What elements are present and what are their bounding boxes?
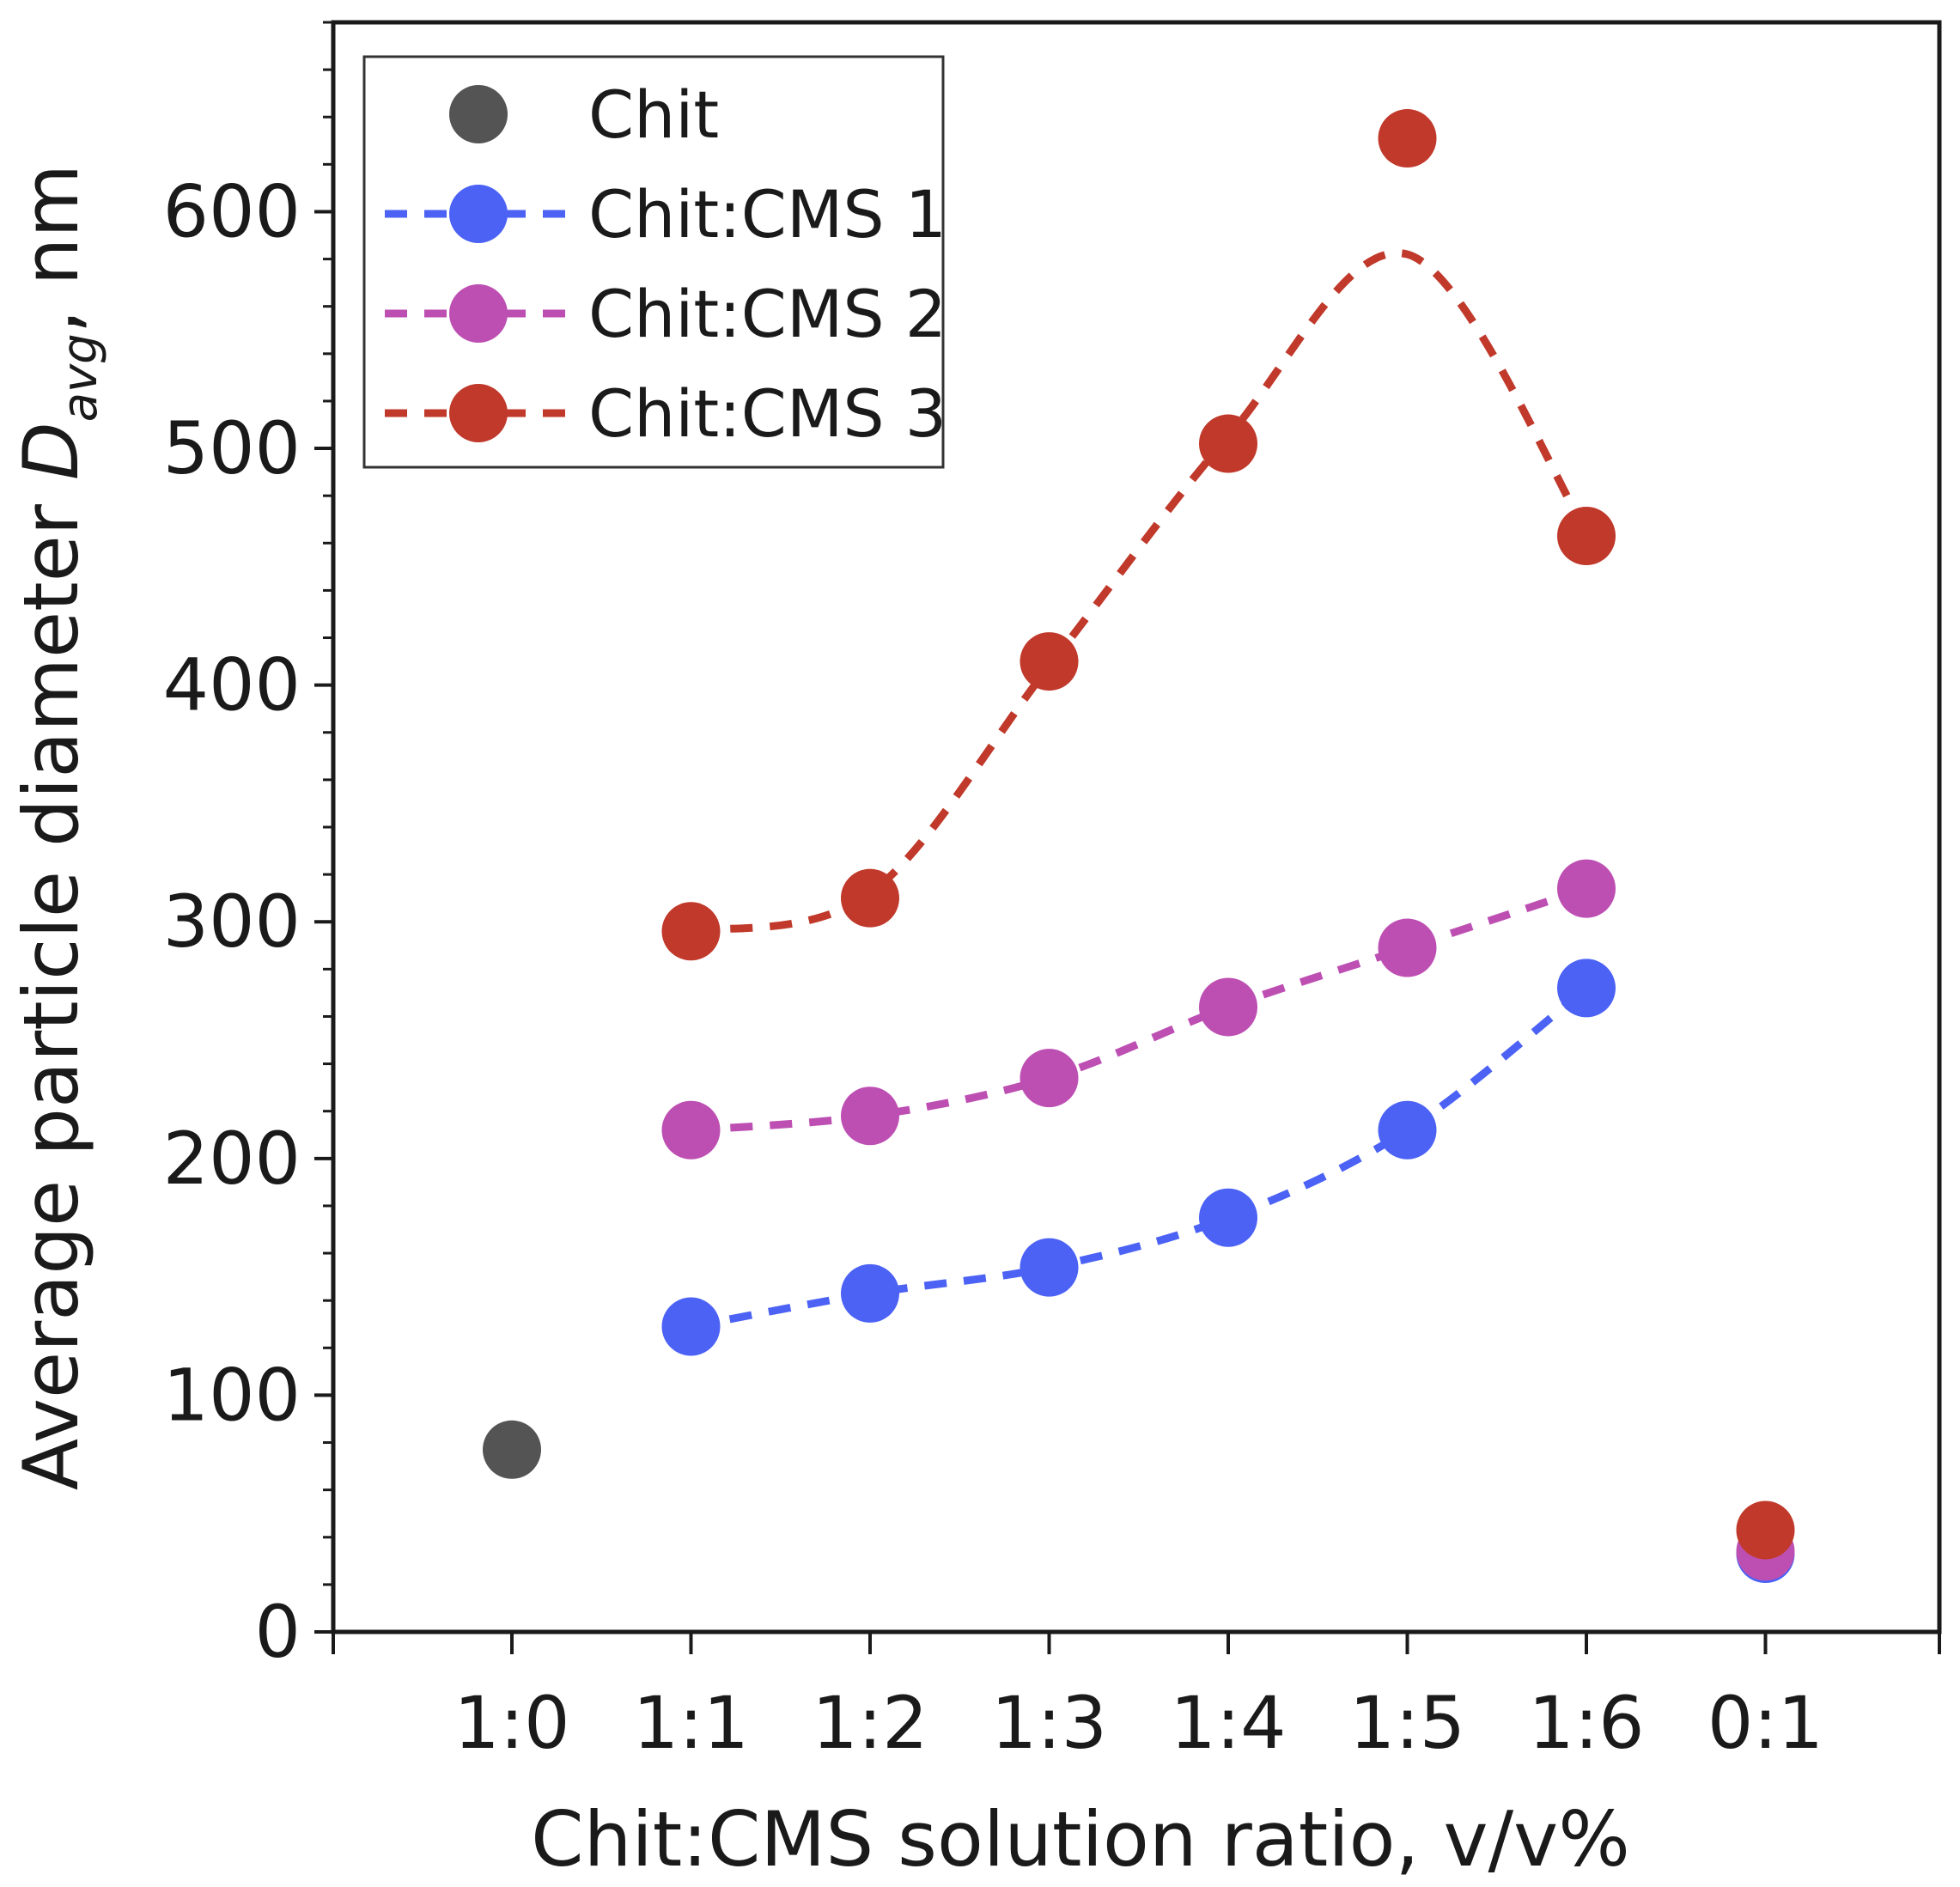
y-tick-labels: 0 100 200 300 400 500 600 [163,169,301,1674]
x-tick-label: 1:3 [991,1681,1107,1765]
series-1-point [1020,1238,1079,1297]
series-2-point [1378,918,1437,977]
y-tick-label: 500 [163,406,301,490]
legend-label-1: Chit:CMS 1 [588,176,947,253]
x-axis-title: Chit:CMS solution ratio, v/v% [531,1795,1630,1884]
legend-marker-2 [449,284,508,343]
x-tick-labels: 1:0 1:1 1:2 1:3 1:4 1:5 1:6 0:1 [453,1681,1823,1765]
series-1-point [1378,1100,1437,1160]
y-axis-title-symbol: D [7,422,95,480]
series-layer [483,109,1795,1584]
x-tick-label: 1:4 [1170,1681,1286,1765]
legend-marker-3 [449,384,508,442]
y-tick-label: 0 [255,1590,301,1674]
series-1-point [661,1297,721,1356]
legend-items: Chit Chit:CMS 1 Chit:CMS 2 Chit:CMS 3 [385,76,947,452]
series-1-point [841,1263,899,1323]
series-0-point [483,1420,541,1479]
legend-marker-0 [449,85,508,143]
y-tick-label: 300 [163,880,301,964]
series-3-point [1020,632,1079,691]
y-tick-label: 600 [163,169,301,253]
series-3-point [1736,1500,1795,1560]
legend-label-3: Chit:CMS 3 [588,375,947,452]
y-tick-label: 400 [163,643,301,727]
series-3-point [1378,109,1437,168]
x-tick-label: 1:6 [1528,1681,1644,1765]
series-1-point [1199,1188,1257,1247]
series-2-point [1020,1049,1079,1108]
y-tick-label: 200 [163,1117,301,1201]
y-axis-title: Average particle diameter Davg, nm [7,164,108,1490]
series-2-point [1557,859,1616,918]
legend-label-2: Chit:CMS 2 [588,276,947,352]
y-tick-label: 100 [163,1353,301,1437]
x-tick-label: 1:2 [812,1681,928,1765]
series-3-point [1557,507,1616,566]
y-axis-title-subscript: avg [52,333,108,422]
x-tick-label: 1:1 [633,1681,749,1765]
x-tick-label: 0:1 [1707,1681,1823,1765]
series-1-fit-line [690,984,1589,1330]
series-2-point [841,1087,899,1146]
y-axis-title-prefix: Average particle diameter [7,480,95,1490]
x-tick-label: 1:0 [453,1681,569,1765]
plot-area-frame [331,20,1942,1634]
legend-marker-1 [449,185,508,243]
series-3-point [841,868,899,928]
x-tick-label: 1:5 [1349,1681,1465,1765]
series-3-point [661,902,721,961]
series-3-point [1199,414,1257,473]
series-1-point [1557,959,1616,1018]
series-2-point [661,1100,721,1160]
legend: Chit Chit:CMS 1 Chit:CMS 2 Chit:CMS 3 [362,55,947,469]
series-2-point [1199,977,1257,1037]
legend-label-0: Chit [588,76,719,153]
y-axis-title-suffix: , nm [7,164,95,333]
